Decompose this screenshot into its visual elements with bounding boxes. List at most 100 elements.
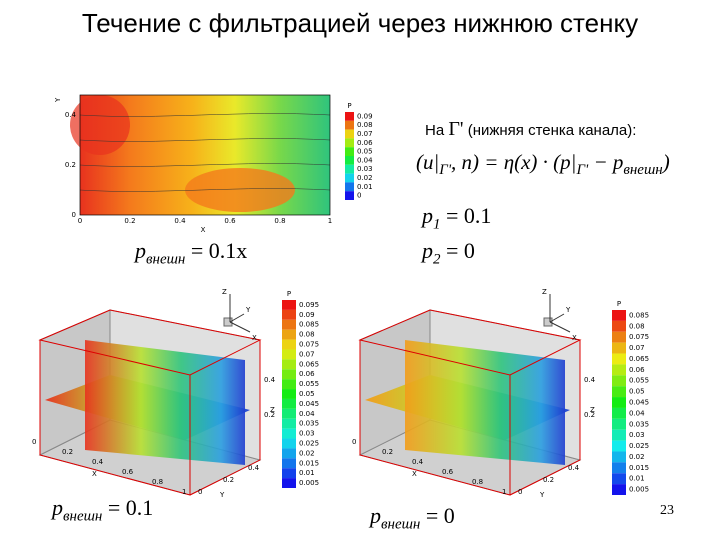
x-tick-label: 1 <box>182 488 186 496</box>
x-tick-label: 0.4 <box>92 458 104 466</box>
legend-label: 0.075 <box>299 341 319 349</box>
triad-axis <box>229 321 251 333</box>
legend-swatch <box>345 182 354 192</box>
legend-label: 0.025 <box>629 442 649 450</box>
legend-label: 0.01 <box>357 183 373 191</box>
z-tick-label: 0.4 <box>584 376 596 384</box>
legend-swatch <box>345 191 354 200</box>
triad-axis <box>549 321 571 333</box>
legend-swatch <box>612 407 626 419</box>
legend-label: 0.01 <box>629 475 645 483</box>
legend-swatch <box>282 458 296 469</box>
z-axis-label: Z <box>590 406 595 414</box>
legend-label: 0.005 <box>299 479 319 487</box>
vertical-slice <box>405 340 565 465</box>
legend-swatch <box>612 418 626 430</box>
legend-label: 0.02 <box>357 174 373 182</box>
y-tick-label: 0.2 <box>65 161 76 169</box>
x-tick-label: 0.8 <box>274 217 285 225</box>
legend-swatch <box>282 468 296 479</box>
legend-label: 0.04 <box>299 410 315 418</box>
legend-swatch <box>612 484 626 495</box>
triad-label: Y <box>245 306 251 314</box>
legend-swatch <box>345 156 354 165</box>
right-caption: pвнешн = 0 <box>370 503 455 533</box>
vertical-slice <box>85 340 245 465</box>
condition-formula: (u|Γ', n) = η(x) · (p|Γ' − pвнешн) <box>416 150 670 179</box>
triad-cube <box>223 317 233 327</box>
triad-label: Z <box>222 288 227 296</box>
legend-label: 0.01 <box>299 469 315 477</box>
legend-swatch <box>282 319 296 330</box>
legend-swatch <box>612 342 626 354</box>
condition-note: На Γ' (нижняя стенка канала): <box>425 118 637 140</box>
triad-cube <box>543 317 553 327</box>
y-axis-label: Y <box>54 97 62 103</box>
legend-swatch <box>282 329 296 340</box>
legend-swatch <box>345 147 354 156</box>
legend-swatch <box>282 349 296 360</box>
legend-swatch <box>282 438 296 449</box>
legend-title: P <box>347 102 351 110</box>
x-tick-label: 0.2 <box>124 217 135 225</box>
x-tick-label: 0.2 <box>62 448 73 456</box>
legend-label: 0.015 <box>629 464 649 472</box>
z-tick-label: 0.2 <box>584 411 595 419</box>
legend-label: 0.07 <box>629 344 645 352</box>
box-frame <box>39 340 191 496</box>
x-tick-label: 1 <box>502 488 506 496</box>
box-frame <box>189 340 261 496</box>
x-tick-label: 0.4 <box>174 217 186 225</box>
legend-swatch <box>612 440 626 452</box>
legend-swatch <box>345 173 354 183</box>
x-tick-label: 0 <box>32 438 36 446</box>
legend-label: 0.025 <box>299 439 319 447</box>
legend-swatch <box>612 397 626 408</box>
legend-swatch <box>282 359 296 370</box>
x-tick-label: 0.6 <box>442 468 454 476</box>
legend-label: 0.065 <box>629 355 649 363</box>
triad-label: Y <box>565 306 571 314</box>
left-plot: ZYX0.40.2Z00.20.40.60.81X00.20.4YP0.0950… <box>32 288 319 499</box>
legend-label: 0.05 <box>629 388 645 396</box>
legend-swatch <box>282 398 296 409</box>
legend-label: 0.02 <box>299 449 315 457</box>
legend-swatch <box>612 353 626 365</box>
top-caption: pвнешн = 0.1x <box>135 238 248 268</box>
triad-label: X <box>252 334 257 342</box>
x-tick-label: 1 <box>328 217 332 225</box>
legend-label: 0.015 <box>299 459 319 467</box>
legend-swatch <box>345 164 354 174</box>
legend-swatch <box>282 428 296 439</box>
y-axis-label: Y <box>219 491 225 499</box>
page-number: 23 <box>660 503 674 518</box>
legend-swatch <box>282 448 296 459</box>
legend-label: 0.005 <box>629 486 649 494</box>
x-axis-label: X <box>412 470 417 478</box>
slide-title: Течение с фильтрацией через нижнюю стенк… <box>81 8 639 38</box>
x-axis-label: X <box>201 226 206 234</box>
legend-swatch <box>612 429 626 441</box>
box-frame <box>509 340 581 496</box>
legend-label: 0.08 <box>357 121 373 129</box>
legend-label: 0.085 <box>299 321 319 329</box>
y-axis-label: Y <box>539 491 545 499</box>
legend-label: 0.05 <box>299 390 315 398</box>
x-axis-label: X <box>92 470 97 478</box>
triad-label: X <box>572 334 577 342</box>
triad-label: Z <box>542 288 547 296</box>
legend-label: 0.095 <box>299 301 319 309</box>
legend-swatch <box>612 473 626 485</box>
x-tick-label: 0.8 <box>152 478 163 486</box>
legend-swatch <box>282 369 296 380</box>
legend-swatch <box>345 129 354 139</box>
y-tick-label: 0.4 <box>65 111 77 119</box>
y-tick-label: 0 <box>518 488 522 496</box>
legend-swatch <box>612 310 626 321</box>
legend-swatch <box>345 120 354 130</box>
x-tick-label: 0.6 <box>224 217 236 225</box>
legend-swatch <box>612 364 626 376</box>
legend-label: 0.055 <box>299 380 319 388</box>
z-tick-label: 0.2 <box>264 411 275 419</box>
legend-swatch <box>282 408 296 419</box>
